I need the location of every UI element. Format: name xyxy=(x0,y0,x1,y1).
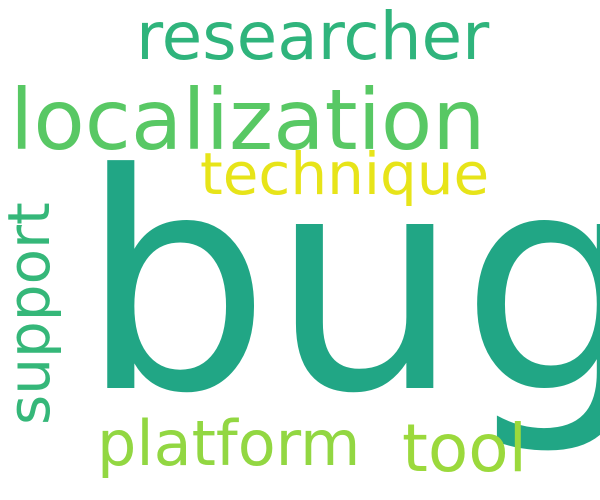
word-tool: tool xyxy=(402,410,527,487)
word-technique: technique xyxy=(200,140,490,208)
word-localization: localization xyxy=(10,71,486,169)
word-support: support xyxy=(0,202,63,425)
word-platform: platform xyxy=(97,407,361,480)
word-researcher: researcher xyxy=(136,0,490,75)
word-bug: bug xyxy=(80,110,600,459)
